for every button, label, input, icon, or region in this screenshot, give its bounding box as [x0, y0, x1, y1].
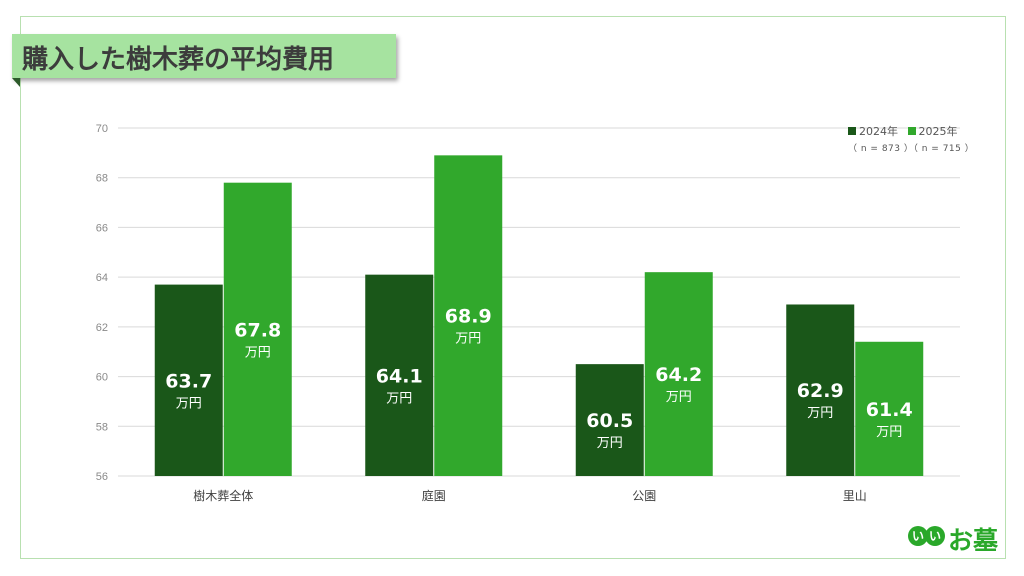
x-tick-label: 庭園 — [422, 488, 446, 503]
bar-value-label: 62.9 — [797, 380, 844, 402]
chart-frame — [20, 16, 1006, 559]
y-tick-label: 56 — [96, 471, 108, 483]
bar-unit-label: 万円 — [876, 425, 902, 440]
legend-n-2025: （ n = 715 ） — [913, 144, 975, 154]
bar-unit-label: 万円 — [386, 391, 412, 406]
y-tick-label: 62 — [96, 322, 108, 334]
legend-label-2025: 2025年 — [918, 125, 958, 138]
legend: 2024年 2025年 （ n = 873 ）（ n = 715 ） — [848, 125, 974, 156]
bar-unit-label: 万円 — [666, 390, 692, 405]
bar-2025-3 — [644, 272, 713, 476]
x-tick-label: 里山 — [843, 489, 867, 503]
bar-2025-1 — [223, 182, 292, 476]
x-tick-label: 公園 — [632, 489, 656, 503]
logo-circle-2: い — [925, 526, 945, 546]
y-tick-label: 58 — [96, 421, 108, 433]
bar-value-label: 64.2 — [655, 364, 702, 386]
x-tick-label: 樹木葬全体 — [193, 488, 253, 503]
bar-value-label: 68.9 — [445, 306, 492, 328]
y-tick-label: 70 — [96, 123, 108, 135]
legend-label-2024: 2024年 — [859, 125, 898, 138]
bar-unit-label: 万円 — [176, 396, 202, 411]
bar-value-label: 67.8 — [234, 319, 281, 341]
title-banner-fold — [12, 78, 20, 87]
bar-unit-label: 万円 — [807, 406, 833, 421]
bar-2024-2 — [365, 274, 434, 476]
bar-2024-3 — [575, 364, 644, 476]
bar-2024-1 — [154, 284, 223, 476]
y-axis-ticks: 56 58 60 62 64 66 68 70 — [96, 123, 108, 483]
bar-2024-4 — [786, 304, 855, 476]
bar-unit-label: 万円 — [455, 332, 481, 347]
bar-unit-label: 万円 — [597, 436, 623, 451]
y-tick-label: 60 — [96, 372, 108, 384]
bar-2025-2 — [434, 155, 503, 477]
legend-swatch-2024 — [848, 127, 856, 135]
logo-circle-1: い — [908, 526, 928, 546]
bar-2025-4 — [855, 341, 924, 476]
logo-text: お墓 — [948, 526, 999, 555]
legend-swatch-2025 — [907, 127, 916, 135]
y-tick-label: 64 — [96, 272, 108, 284]
legend-n-2024: （ n = 873 ） — [848, 144, 914, 154]
x-axis-ticks: 樹木葬全体 庭園 公園 里山 — [193, 488, 867, 503]
bar-unit-label: 万円 — [245, 345, 271, 360]
bars — [154, 155, 924, 477]
data-labels: 63.7 万円 67.8 万円 64.1 万円 68.9 万円 60.5 万円 64.2 万円 62.9… — [165, 306, 912, 451]
y-tick-label: 68 — [96, 173, 108, 185]
chart-title: 購入した樹木葬の平均費用 — [22, 45, 335, 75]
title-banner: 購入した樹木葬の平均費用 — [12, 34, 396, 78]
y-tick-label: 66 — [96, 222, 108, 234]
bar-value-label: 63.7 — [165, 370, 212, 392]
bar-value-label: 61.4 — [866, 399, 913, 421]
bar-value-label: 64.1 — [376, 365, 423, 387]
bar-value-label: 60.5 — [586, 410, 633, 432]
